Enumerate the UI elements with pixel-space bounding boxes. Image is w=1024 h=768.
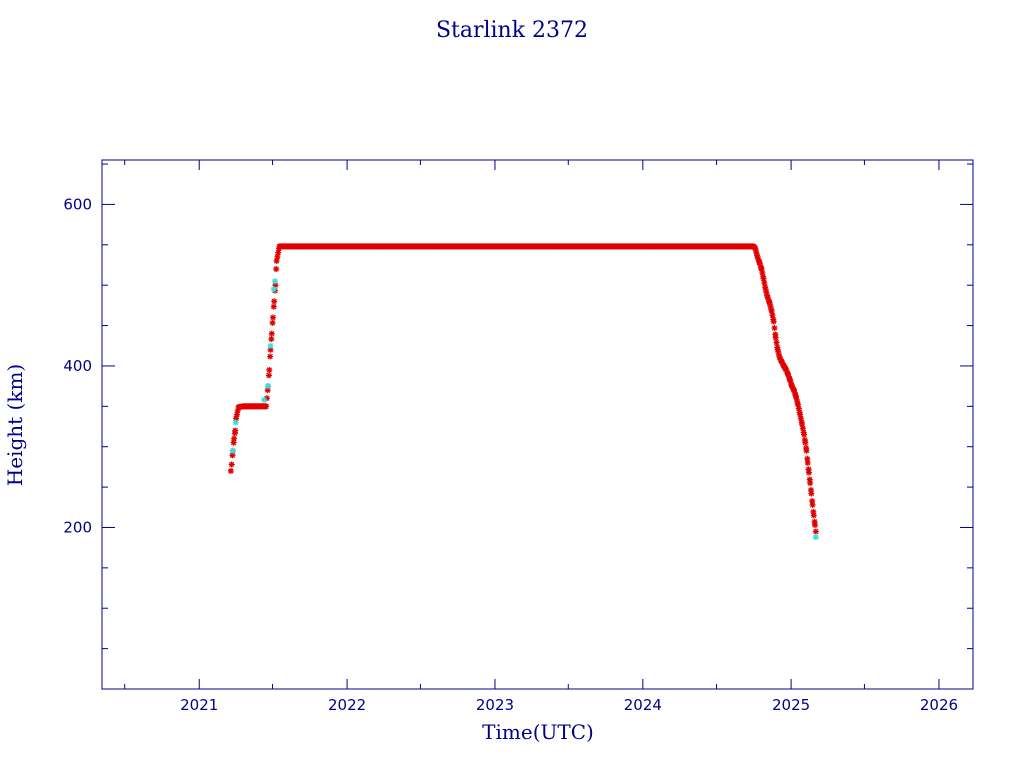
data-point	[267, 353, 274, 360]
data-point	[263, 403, 270, 410]
data-point	[266, 366, 273, 373]
data-point	[757, 262, 764, 269]
data-point	[269, 319, 276, 326]
data-point	[767, 303, 774, 310]
data-point	[261, 396, 268, 403]
x-axis-label: Time(UTC)	[482, 720, 594, 744]
data-point	[271, 278, 278, 285]
data-point	[759, 269, 766, 276]
y-tick-label: 200	[63, 518, 92, 536]
y-tick-label: 400	[63, 357, 92, 375]
data-point	[761, 279, 768, 286]
data-point	[772, 334, 779, 341]
data-point	[232, 427, 239, 434]
data-point	[797, 411, 804, 418]
data-point	[808, 490, 815, 497]
data-point	[770, 318, 777, 325]
data-point	[803, 447, 810, 454]
data-point	[812, 534, 819, 541]
data-point	[807, 480, 814, 487]
y-tick-label: 600	[63, 195, 92, 213]
chart-title: Starlink 2372	[436, 18, 588, 43]
data-point	[810, 512, 817, 519]
data-point	[232, 419, 239, 426]
data-point	[758, 266, 765, 273]
data-point	[271, 298, 278, 305]
data-point	[771, 324, 778, 331]
data-point	[769, 312, 776, 319]
data-point	[233, 411, 240, 418]
data-point	[268, 336, 275, 343]
data-point	[804, 459, 811, 466]
data-point	[270, 303, 277, 310]
data-point	[264, 387, 271, 394]
data-point	[773, 339, 780, 346]
data-point	[273, 266, 280, 273]
data-point	[227, 467, 234, 474]
data-point	[273, 257, 280, 264]
data-point	[230, 439, 237, 446]
data-point	[799, 425, 806, 432]
x-tick-label: 2025	[772, 696, 810, 714]
data-point	[809, 501, 816, 508]
data-points	[227, 243, 819, 541]
data-point	[760, 275, 767, 282]
data-point	[228, 461, 235, 468]
x-tick-label: 2023	[476, 696, 514, 714]
data-point	[265, 372, 272, 379]
data-point	[231, 435, 238, 442]
y-axis-label: Height (km)	[3, 364, 27, 486]
data-point	[805, 469, 812, 476]
data-point	[267, 342, 274, 349]
data-point	[812, 522, 818, 529]
x-tick-label: 2021	[180, 696, 218, 714]
data-point	[274, 253, 281, 260]
data-point	[269, 314, 276, 321]
axis-ticks: 2021 2022 2023 2024 2025 2026 200 400 600	[63, 160, 973, 714]
data-point	[270, 286, 277, 293]
data-point	[801, 431, 808, 438]
data-point	[802, 439, 809, 446]
data-point	[812, 528, 819, 535]
x-tick-label: 2022	[328, 696, 366, 714]
plot-frame	[101, 159, 974, 690]
data-point	[797, 415, 804, 422]
plot-border	[101, 159, 974, 690]
data-point	[794, 401, 801, 408]
x-tick-label: 2026	[920, 696, 958, 714]
data-point	[229, 447, 236, 454]
data-point	[795, 405, 802, 412]
x-tick-label: 2024	[624, 696, 662, 714]
data-point	[268, 330, 275, 337]
data-point	[768, 308, 775, 315]
data-point	[275, 249, 282, 256]
data-point	[787, 379, 794, 386]
data-point	[265, 383, 272, 390]
data-point	[799, 421, 806, 428]
